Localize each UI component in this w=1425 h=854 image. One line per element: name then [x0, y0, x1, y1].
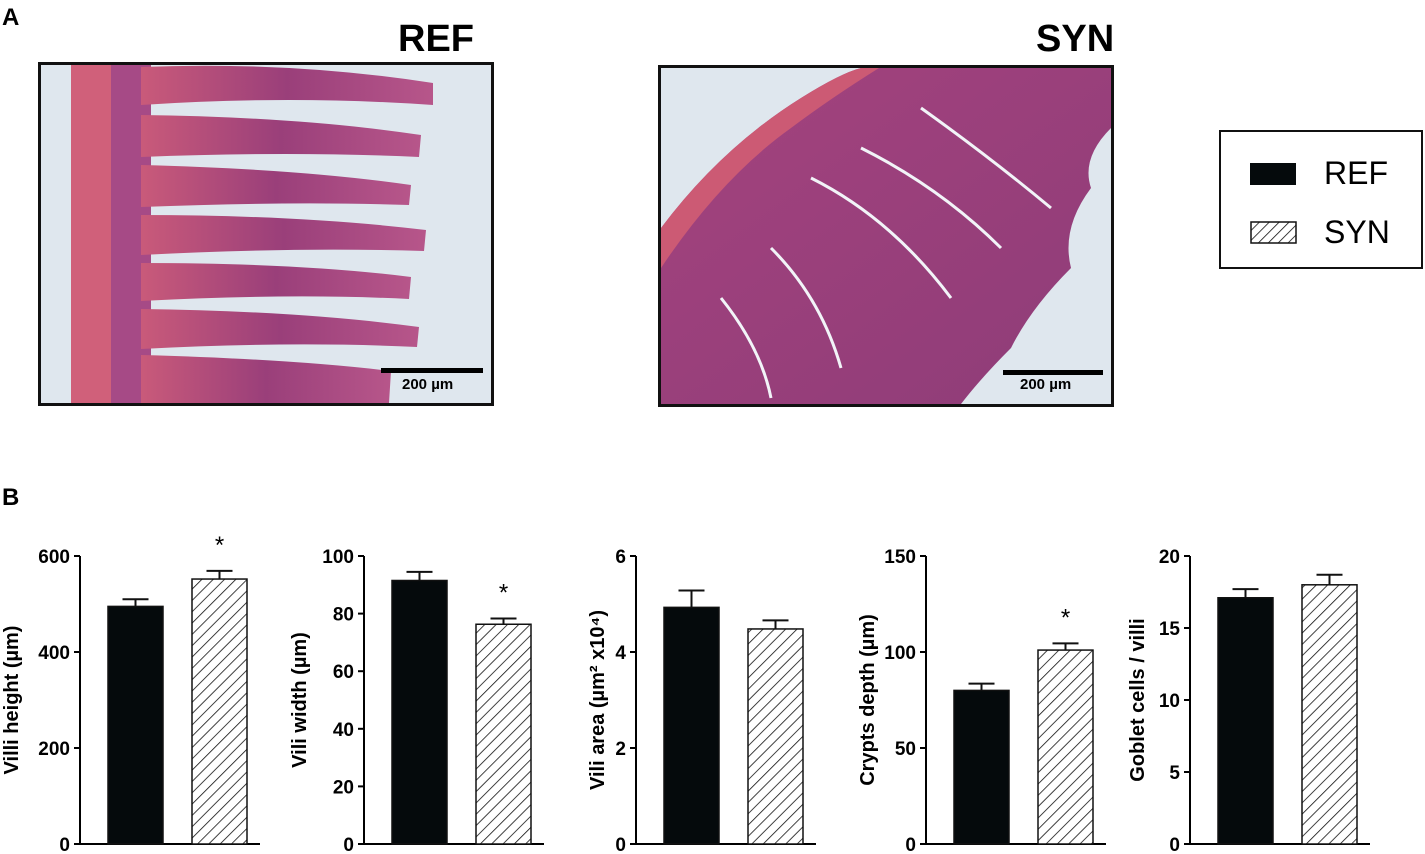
bar-ref	[953, 689, 1010, 845]
chart-1: 0 200 400 600 Villi height (µm) *	[1, 532, 260, 854]
y-tick-label: 10	[1159, 691, 1180, 712]
syn-histology-image	[658, 65, 1114, 407]
ref-scale-bar-label: 200 µm	[402, 376, 454, 393]
y-tick-label: 40	[333, 720, 354, 741]
chart-2: 0 20 40 60 80 100 Vili width (µm) *	[289, 547, 544, 854]
y-axis-label: Vili area (µm² x10⁴)	[587, 610, 609, 790]
y-tick-label: 50	[895, 739, 916, 760]
y-tick-label: 20	[1159, 547, 1180, 568]
y-tick-label: 60	[333, 662, 354, 683]
bar-syn	[1037, 649, 1094, 845]
ref-image-title: REF	[398, 18, 474, 60]
bar-ref	[107, 605, 164, 845]
chart-3: 0 2 4 6 Vili area (µm² x10⁴)	[587, 547, 816, 854]
legend-ref-label: REF	[1324, 155, 1388, 191]
chart-4: 0 50 100 150 Crypts depth (µm) *	[857, 547, 1106, 854]
y-tick-label: 80	[333, 605, 354, 626]
y-tick-label: 20	[333, 777, 354, 798]
y-tick-label: 0	[59, 835, 70, 854]
panel-a-letter: A	[2, 4, 20, 31]
legend-ref-swatch	[1250, 163, 1296, 185]
bar-ref	[391, 579, 448, 845]
y-tick-label: 0	[905, 835, 916, 854]
y-tick-label: 100	[322, 547, 354, 568]
legend-syn-swatch	[1250, 221, 1297, 244]
bar-syn	[191, 578, 248, 845]
y-tick-label: 100	[884, 643, 916, 664]
y-tick-label: 15	[1159, 619, 1181, 640]
legend: REF SYN	[1219, 130, 1423, 269]
y-axis-label: Vili width (µm)	[289, 632, 311, 768]
significance-mark: *	[1061, 604, 1070, 631]
legend-syn-label: SYN	[1324, 214, 1390, 250]
y-tick-label: 400	[38, 643, 70, 664]
y-tick-label: 600	[38, 547, 70, 568]
bar-ref	[1217, 597, 1274, 845]
y-tick-label: 5	[1169, 763, 1180, 784]
y-tick-label: 2	[615, 739, 626, 760]
y-tick-label: 200	[38, 739, 70, 760]
y-tick-label: 0	[1169, 835, 1180, 854]
y-axis-label: Goblet cells / villi	[1127, 618, 1149, 781]
significance-mark: *	[215, 532, 224, 559]
y-tick-label: 0	[343, 835, 354, 854]
y-axis-label: Villi height (µm)	[1, 626, 23, 775]
significance-mark: *	[499, 579, 508, 606]
y-tick-label: 0	[615, 835, 626, 854]
bar-syn	[475, 623, 532, 845]
ref-histology-image	[38, 62, 494, 406]
y-axis-label: Crypts depth (µm)	[857, 614, 879, 786]
bar-syn	[747, 628, 804, 845]
syn-image-title: SYN	[1036, 18, 1115, 60]
y-tick-label: 6	[615, 547, 626, 568]
y-tick-label: 4	[615, 643, 626, 664]
syn-scale-bar-label: 200 µm	[1020, 376, 1072, 393]
y-tick-label: 150	[884, 547, 916, 568]
chart-5: 0 5 10 15 20 Goblet cells / villi	[1127, 547, 1370, 854]
bar-syn	[1301, 584, 1358, 845]
panel-b-letter: B	[2, 484, 20, 511]
bar-ref	[663, 606, 720, 845]
